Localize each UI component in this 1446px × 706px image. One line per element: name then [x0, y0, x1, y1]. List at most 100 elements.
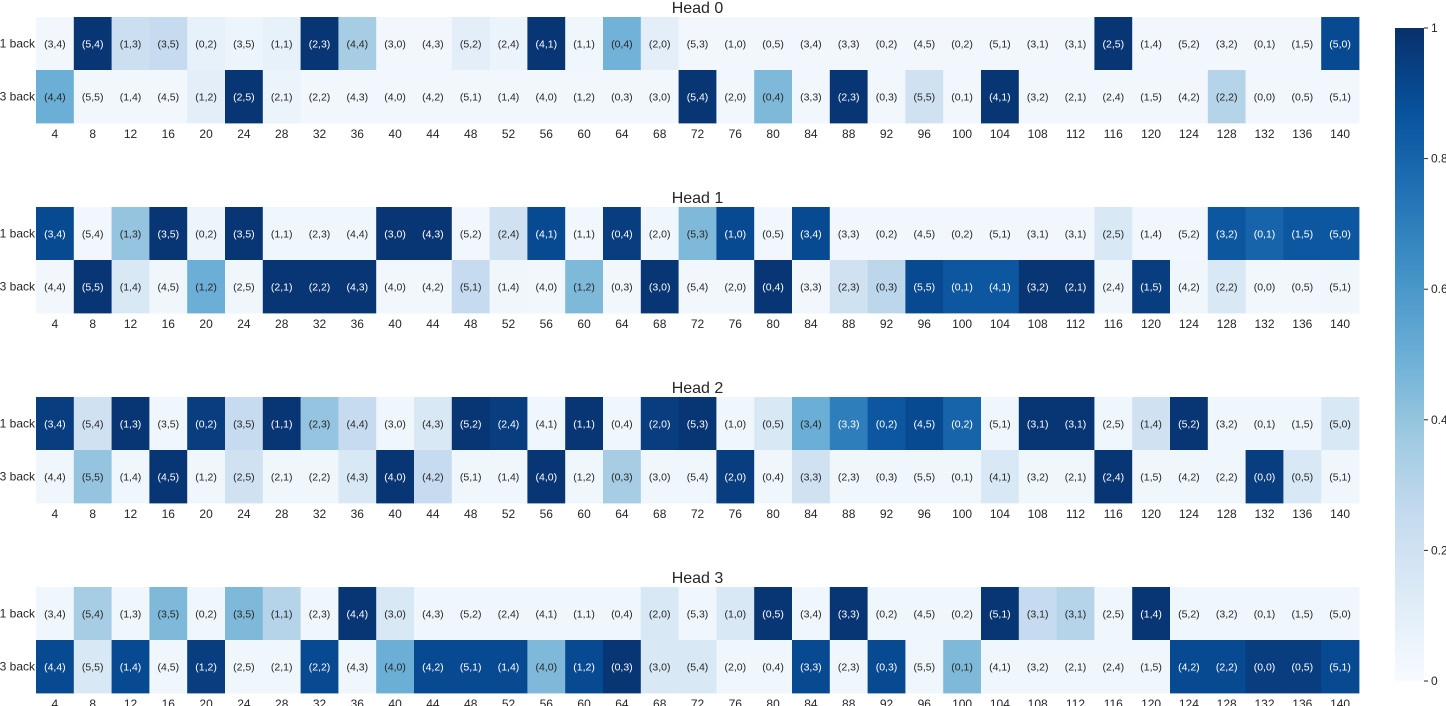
- cell-label: (1,5): [1140, 92, 1162, 104]
- heatmap-cell: [640, 587, 679, 641]
- heatmap-cell: [981, 17, 1020, 71]
- cell-label: (2,3): [838, 662, 860, 674]
- heatmap-cell: [1283, 17, 1322, 71]
- cell-label: (3,1): [1065, 39, 1087, 51]
- cell-label: (3,2): [1027, 662, 1049, 674]
- x-tick-label: 40: [388, 507, 402, 521]
- x-tick-label: 8: [89, 317, 96, 331]
- cell-label: (4,1): [536, 609, 558, 621]
- cell-label: (2,1): [271, 472, 293, 484]
- x-tick-label: 12: [124, 507, 138, 521]
- x-tick-label: 64: [615, 317, 629, 331]
- x-tick-label: 48: [464, 697, 478, 706]
- heatmap-cell: [1207, 70, 1246, 124]
- cell-label: (4,2): [422, 92, 444, 104]
- heatmap-cell: [792, 587, 831, 641]
- x-tick-label: 100: [952, 317, 972, 331]
- heatmap-cell: [981, 640, 1020, 694]
- cell-label: (3,4): [800, 229, 822, 241]
- x-tick-label: 80: [766, 507, 780, 521]
- cell-label: (3,2): [1027, 92, 1049, 104]
- cell-label: (3,3): [838, 229, 860, 241]
- cell-label: (1,1): [573, 609, 595, 621]
- x-tick-label: 20: [199, 317, 213, 331]
- heatmap-cell: [867, 450, 906, 504]
- cell-label: (3,3): [838, 39, 860, 51]
- cell-label: (0,0): [1254, 92, 1276, 104]
- x-tick-label: 68: [653, 507, 667, 521]
- cell-label: (2,0): [725, 282, 747, 294]
- heatmap-cell: [1207, 260, 1246, 314]
- x-tick-label: 128: [1217, 507, 1237, 521]
- x-tick-label: 16: [162, 697, 176, 706]
- heatmap-cell: [300, 450, 339, 504]
- heatmap-cell: [1207, 397, 1246, 451]
- heatmap-cell: [565, 587, 604, 641]
- heatmap-cell: [603, 587, 642, 641]
- cell-label: (5,3): [687, 229, 709, 241]
- x-tick-label: 8: [89, 507, 96, 521]
- cell-label: (2,3): [309, 229, 331, 241]
- cell-label: (4,0): [384, 92, 406, 104]
- heatmap-panels: Head 0 1 back (3,4) (5,4) (1,3) (3,5) (0,2) (3,…: [0, 0, 1360, 706]
- cell-label: (2,1): [1065, 282, 1087, 294]
- cell-label: (1,2): [573, 472, 595, 484]
- cell-label: (4,4): [44, 92, 66, 104]
- cell-label: (1,1): [573, 39, 595, 51]
- cell-label: (4,0): [536, 472, 558, 484]
- cell-label: (4,0): [536, 662, 558, 674]
- heatmap-cell: [867, 17, 906, 71]
- heatmap-cell: [376, 17, 415, 71]
- x-tick-label: 24: [237, 507, 251, 521]
- x-tick-label: 52: [502, 697, 516, 706]
- x-tick-label: 16: [162, 127, 176, 141]
- heatmap-cell: [640, 17, 679, 71]
- heatmap-cell: [754, 587, 793, 641]
- cell-label: (5,1): [989, 229, 1011, 241]
- cell-label: (4,1): [536, 39, 558, 51]
- cell-label: (4,3): [347, 92, 369, 104]
- cell-label: (2,1): [271, 92, 293, 104]
- cell-label: (1,5): [1292, 229, 1314, 241]
- cell-label: (4,4): [44, 472, 66, 484]
- x-tick-label: 4: [52, 507, 59, 521]
- heatmap-cell: [1094, 70, 1133, 124]
- cell-label: (1,2): [195, 662, 217, 674]
- cell-label: (5,1): [460, 282, 482, 294]
- heatmap-cell: [451, 587, 490, 641]
- cell-label: (0,2): [195, 609, 217, 621]
- cell-label: (3,2): [1216, 419, 1238, 431]
- heatmap-cell: [414, 450, 453, 504]
- cell-label: (2,4): [498, 419, 520, 431]
- heatmap-cell: [149, 70, 188, 124]
- x-tick-label: 20: [199, 127, 213, 141]
- x-tick-label: 100: [952, 507, 972, 521]
- heatmap-cell: [792, 207, 831, 261]
- heatmap-cell: [867, 397, 906, 451]
- x-tick-label: 76: [729, 127, 743, 141]
- heatmap-cell: [1321, 640, 1360, 694]
- heatmap-cell: [1056, 397, 1095, 451]
- heatmap-cell: [489, 260, 528, 314]
- x-tick-label: 132: [1254, 317, 1274, 331]
- heatmap-cell: [716, 260, 755, 314]
- heatmap-cell: [187, 450, 226, 504]
- heatmap-cell: [1283, 260, 1322, 314]
- x-tick-label: 32: [313, 507, 327, 521]
- colorbar-tick-label: 0.8: [1431, 152, 1446, 166]
- cell-label: (3,5): [158, 39, 180, 51]
- cell-label: (0,2): [951, 609, 973, 621]
- heatmap-cell: [1132, 260, 1171, 314]
- heatmap-cell: [565, 17, 604, 71]
- x-tick-label: 124: [1179, 127, 1199, 141]
- heatmap-cell: [754, 17, 793, 71]
- x-tick-label: 8: [89, 697, 96, 706]
- cell-label: (3,3): [800, 662, 822, 674]
- cell-label: (1,4): [498, 662, 520, 674]
- cell-label: (4,5): [158, 472, 180, 484]
- x-tick-label: 44: [426, 507, 440, 521]
- colorbar-tick-label: 0.6: [1431, 282, 1446, 296]
- heatmap-cell: [225, 70, 264, 124]
- heatmap-cell: [1132, 397, 1171, 451]
